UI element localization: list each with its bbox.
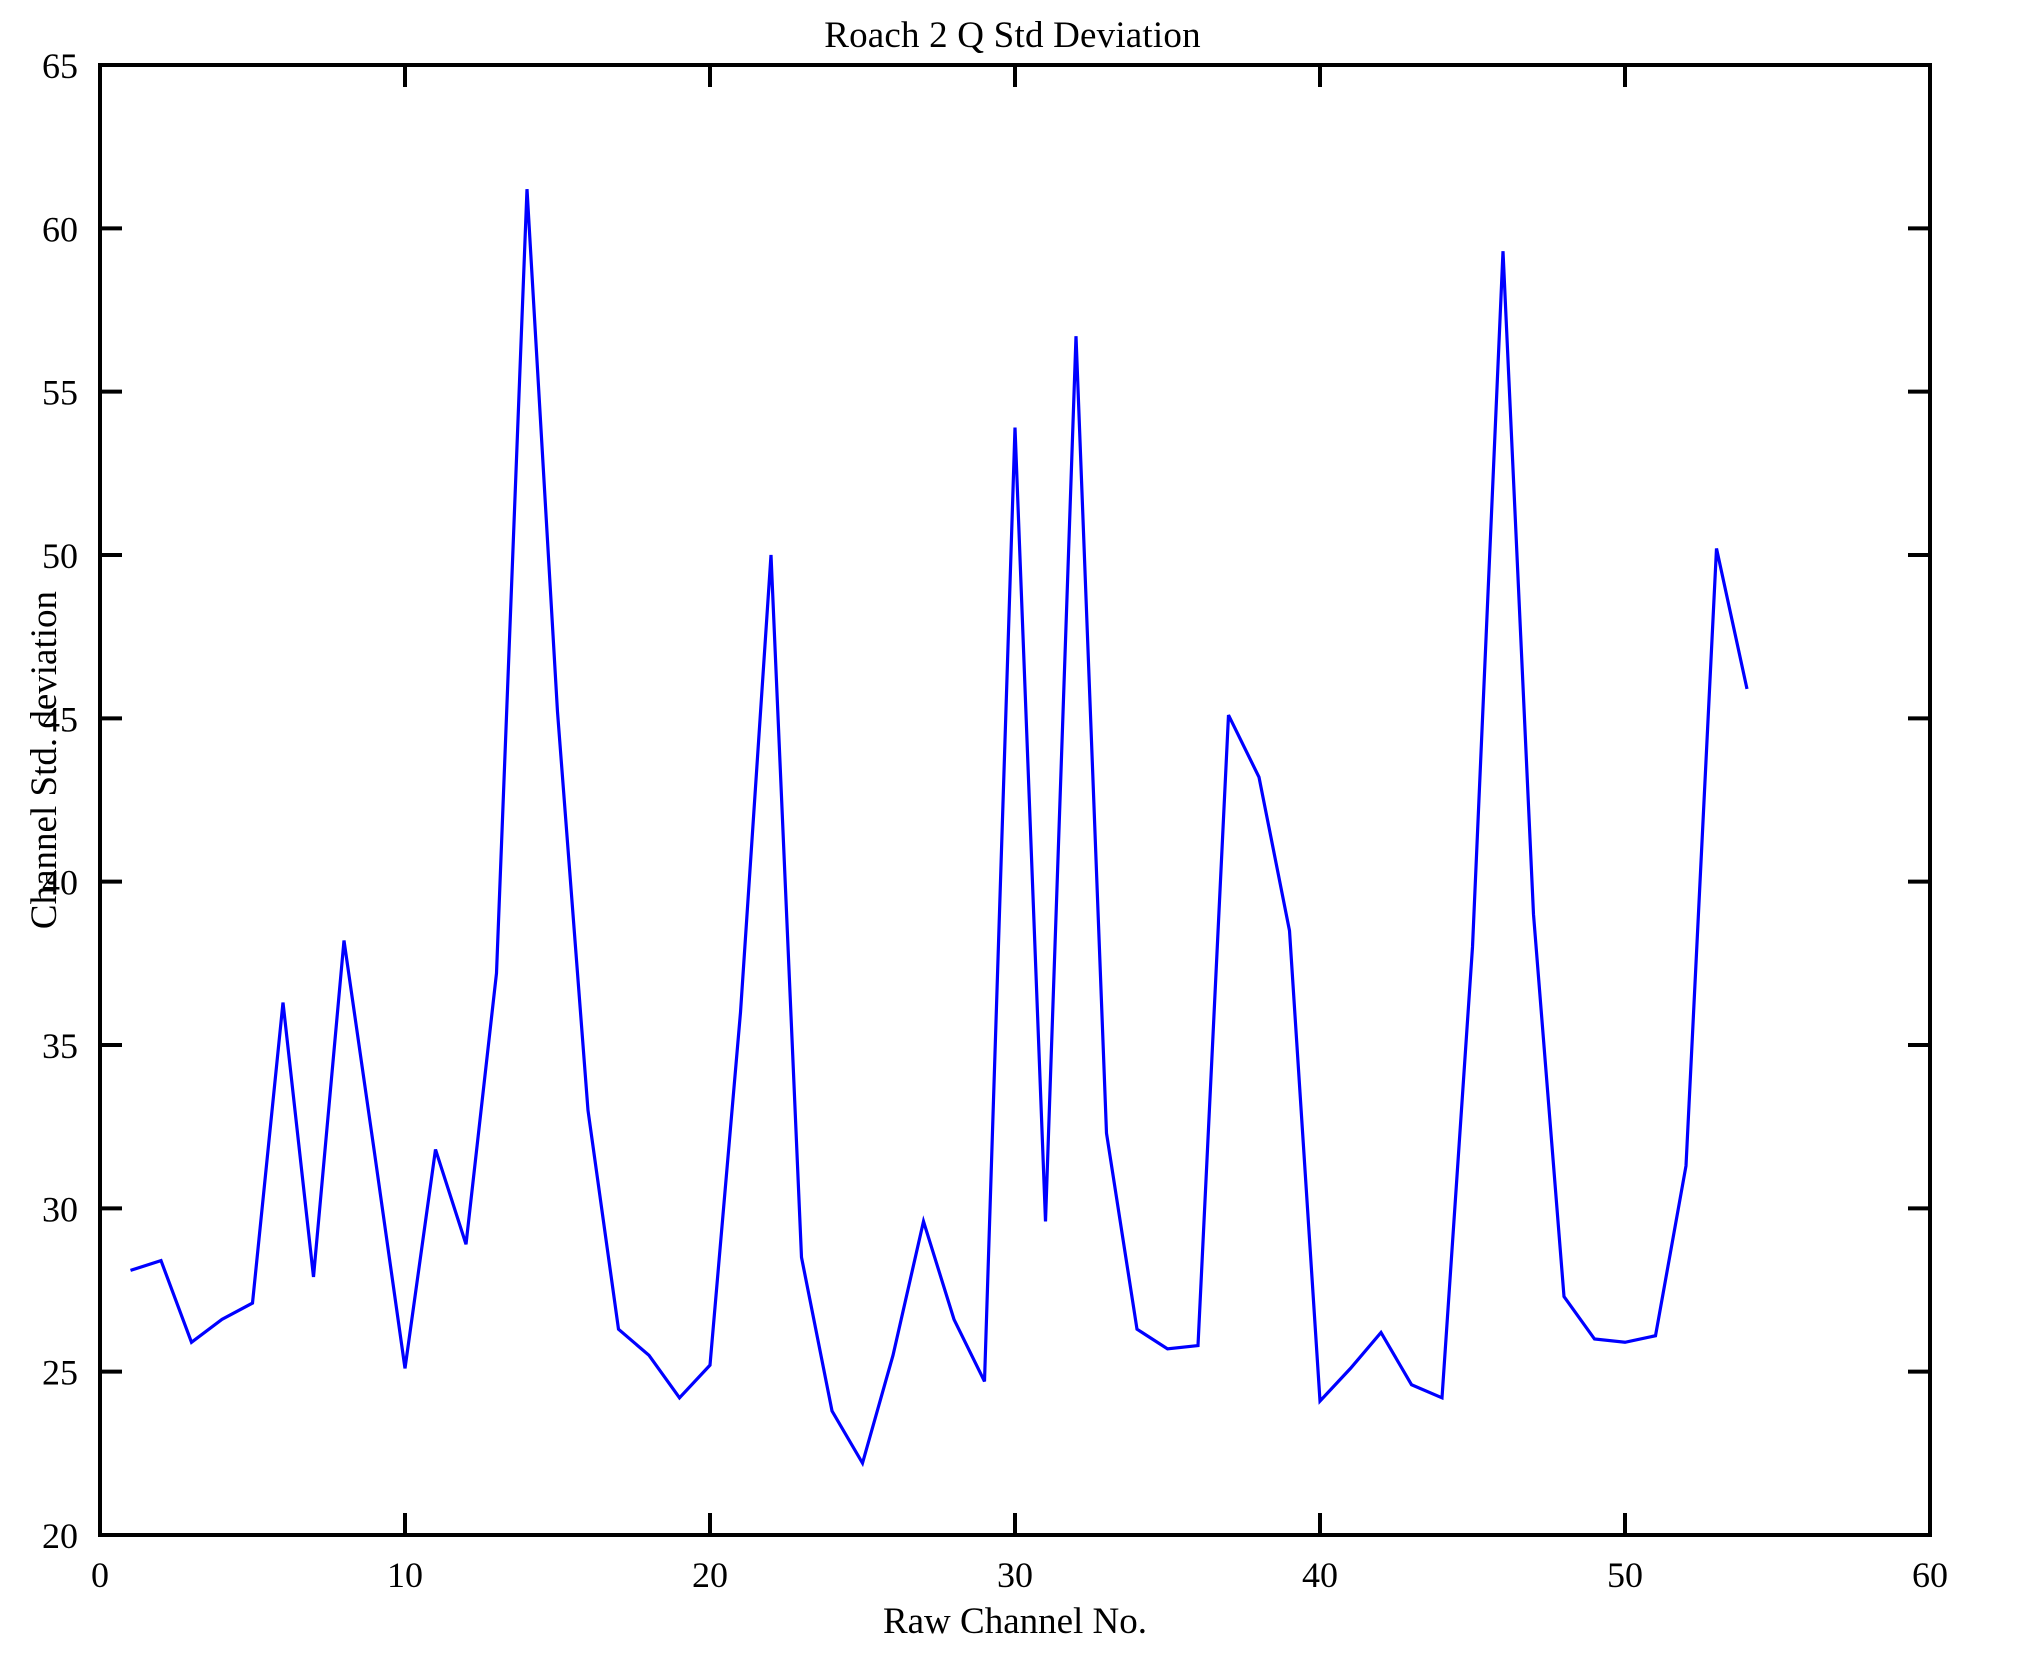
x-tick-label: 30: [997, 1555, 1033, 1595]
y-tick-label: 30: [42, 1189, 78, 1229]
y-tick-label: 35: [42, 1026, 78, 1066]
y-tick-label: 45: [42, 699, 78, 739]
data-series-line: [130, 189, 1749, 1468]
x-tick-label: 10: [387, 1555, 423, 1595]
x-axis-ticks: 0 10 20 30 40 50 60: [91, 65, 1948, 1595]
plot-background: [100, 65, 1930, 1535]
chart-title: Roach 2 Q Std Deviation: [824, 15, 1201, 56]
y-tick-label: 60: [42, 209, 78, 249]
y-axis-ticks: 20 25 30 35 40 45 50 55 60 65: [42, 46, 1930, 1556]
y-tick-label: 50: [42, 536, 78, 576]
x-tick-label: 60: [1912, 1555, 1948, 1595]
x-tick-label: 20: [692, 1555, 728, 1595]
y-tick-label: 25: [42, 1353, 78, 1393]
x-tick-label: 0: [91, 1555, 109, 1595]
y-tick-label: 55: [42, 373, 78, 413]
y-tick-label: 40: [42, 863, 78, 903]
y-tick-label: 20: [42, 1516, 78, 1556]
x-tick-label: 50: [1607, 1555, 1643, 1595]
x-tick-label: 40: [1302, 1555, 1338, 1595]
axes-frame: [98, 63, 1932, 1537]
y-tick-label: 65: [42, 46, 78, 86]
x-axis-title: Raw Channel No.: [882, 1601, 1148, 1642]
